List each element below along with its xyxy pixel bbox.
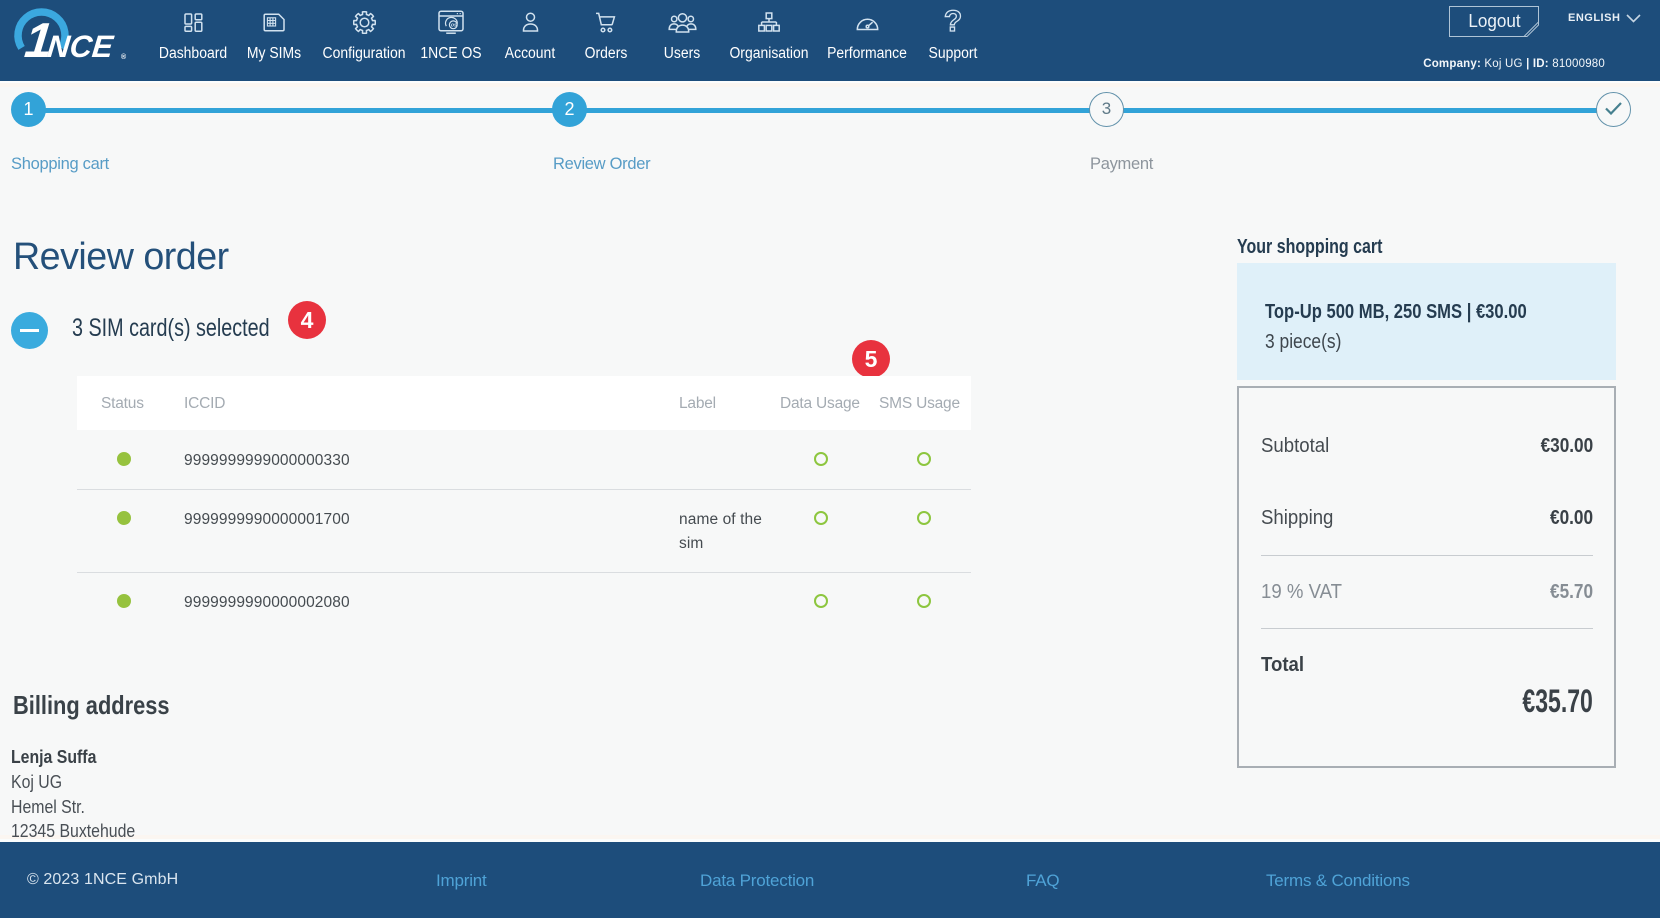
svg-text:os: os bbox=[451, 23, 457, 29]
svg-text:NCE: NCE bbox=[46, 29, 116, 64]
svg-text:®: ® bbox=[121, 53, 127, 61]
svg-text:1: 1 bbox=[22, 14, 55, 66]
